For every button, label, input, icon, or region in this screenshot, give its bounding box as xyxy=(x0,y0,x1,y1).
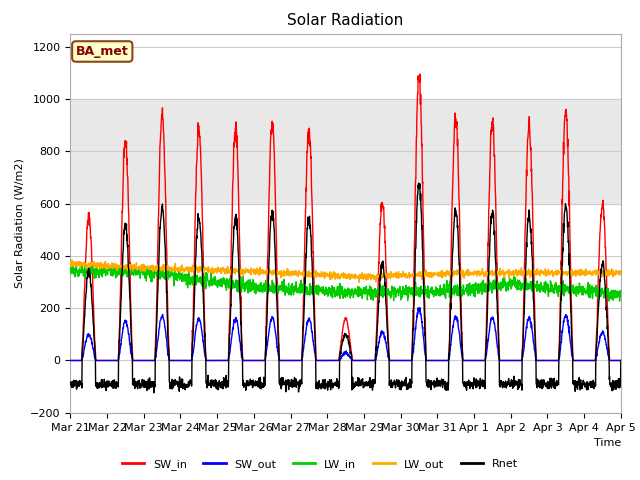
Title: Solar Radiation: Solar Radiation xyxy=(287,13,404,28)
Text: BA_met: BA_met xyxy=(76,45,129,58)
Y-axis label: Solar Radiation (W/m2): Solar Radiation (W/m2) xyxy=(15,158,24,288)
X-axis label: Time: Time xyxy=(593,438,621,448)
Legend: SW_in, SW_out, LW_in, LW_out, Rnet: SW_in, SW_out, LW_in, LW_out, Rnet xyxy=(117,455,523,474)
Bar xyxy=(70,99,621,204)
